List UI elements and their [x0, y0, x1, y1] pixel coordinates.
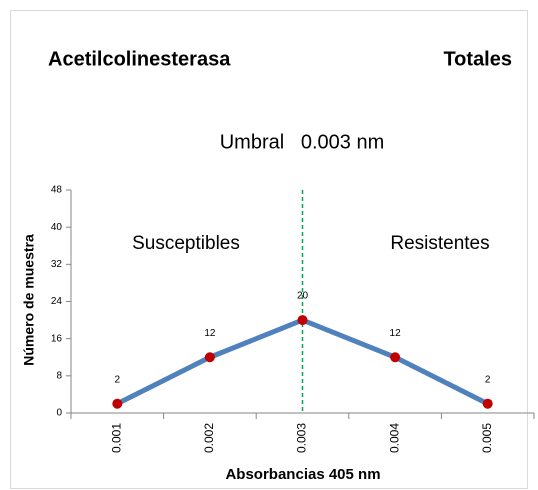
chart-subtitle: Totales	[443, 48, 512, 70]
y-tick-label: 48	[51, 185, 63, 196]
y-tick-label: 0	[56, 408, 62, 419]
marker	[297, 315, 308, 326]
region-label: Susceptibles	[132, 233, 240, 254]
marker	[482, 398, 493, 409]
x-tick-label: 0.005	[480, 423, 494, 453]
data-label: 2	[485, 374, 491, 385]
y-axis-title: Número de muestra	[21, 234, 37, 366]
marker	[390, 352, 401, 363]
marker	[112, 398, 123, 409]
data-label: 12	[204, 328, 216, 339]
x-tick-label: 0.003	[295, 423, 309, 453]
y-tick-label: 8	[56, 370, 62, 381]
annotation: Umbral 0.003 nm	[220, 131, 385, 153]
x-tick-label: 0.001	[109, 423, 123, 453]
y-tick-label: 16	[51, 333, 63, 344]
data-label: 20	[297, 291, 309, 302]
region-label: Resistentes	[390, 233, 489, 254]
chart-title: Acetilcolinesterasa	[48, 48, 231, 70]
y-tick-label: 32	[51, 259, 63, 270]
y-tick-label: 24	[51, 296, 63, 307]
marker	[204, 352, 215, 363]
x-axis-title: Absorbancias 405 nm	[225, 466, 380, 483]
data-label: 12	[390, 328, 402, 339]
x-tick-label: 0.004	[387, 423, 401, 453]
x-tick-label: 0.002	[202, 423, 216, 453]
y-tick-label: 40	[51, 222, 63, 233]
data-label: 2	[115, 374, 121, 385]
chart-frame	[10, 10, 528, 489]
